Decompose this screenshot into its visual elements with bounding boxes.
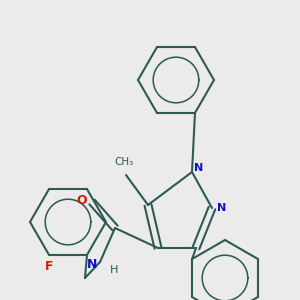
Text: F: F (45, 260, 53, 273)
Text: N: N (194, 163, 204, 173)
Text: N: N (87, 257, 97, 271)
Text: H: H (110, 265, 118, 275)
Text: CH₃: CH₃ (114, 157, 134, 167)
Text: O: O (77, 194, 87, 206)
Text: N: N (218, 203, 226, 213)
